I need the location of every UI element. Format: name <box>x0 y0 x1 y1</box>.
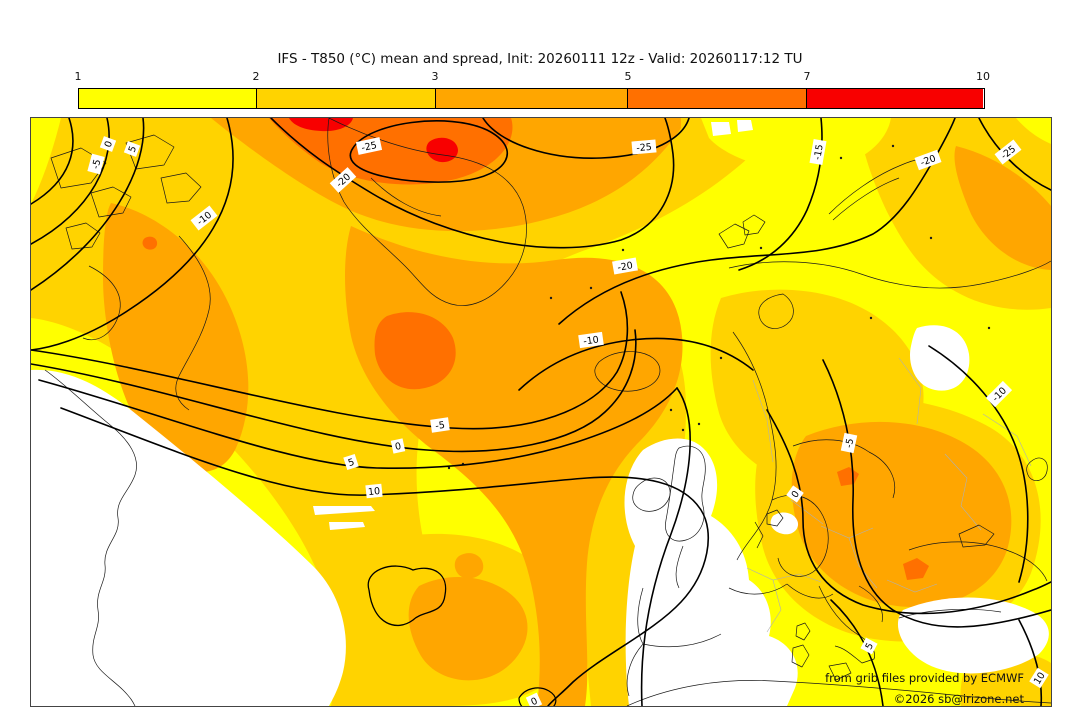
contour-label: 5 <box>860 637 878 655</box>
mean-contours <box>31 118 1051 706</box>
svg-text:-15: -15 <box>812 144 826 161</box>
contour-label: 10 <box>365 483 383 499</box>
contour-label: -5 <box>840 432 858 454</box>
country-borders <box>746 357 1032 633</box>
svg-text:0: 0 <box>790 489 802 500</box>
colorbar-tick: 5 <box>624 70 632 83</box>
contour-label: 5 <box>123 141 141 157</box>
colorbar-tick: 7 <box>803 70 811 83</box>
forecast-map: -5 0 5 -10 -25 -20 -25 -15 -20 -25 -20 -… <box>30 117 1052 707</box>
colorbar-segment <box>257 89 436 108</box>
svg-text:10: 10 <box>368 486 381 498</box>
attribution-line-1: from grib files provided by ECMWF <box>825 671 1024 685</box>
contour-label: -20 <box>914 149 942 171</box>
forecast-map-canvas: -5 0 5 -10 -25 -20 -25 -15 -20 -25 -20 -… <box>31 118 1051 706</box>
colorbar-segment <box>628 89 807 108</box>
svg-text:-20: -20 <box>617 260 634 274</box>
colorbar <box>78 88 985 109</box>
contour-label: 0 <box>99 136 117 152</box>
colorbar-tick: 3 <box>431 70 439 83</box>
svg-text:10: 10 <box>1032 670 1048 686</box>
contour-label: 0 <box>390 438 406 454</box>
svg-text:-25: -25 <box>360 140 377 154</box>
colorbar-tick-labels: 1 2 3 5 7 10 <box>74 70 991 85</box>
colorbar-segment <box>807 89 983 108</box>
colorbar-segment <box>436 89 628 108</box>
contour-label: -25 <box>631 139 657 155</box>
svg-text:0: 0 <box>529 696 539 706</box>
svg-text:5: 5 <box>127 145 139 154</box>
contour-label: -5 <box>430 417 450 433</box>
contour-label: 0 <box>525 692 543 706</box>
svg-text:5: 5 <box>347 457 356 469</box>
svg-text:-10: -10 <box>583 334 600 347</box>
contour-label: 0 <box>786 485 804 503</box>
colorbar-segment <box>79 89 257 108</box>
contour-label: 10 <box>1029 667 1049 689</box>
svg-text:-20: -20 <box>919 153 937 169</box>
svg-text:0: 0 <box>103 140 115 149</box>
contour-label: -20 <box>612 257 638 275</box>
attribution-line-2: ©2026 sb@irizone.net <box>894 692 1025 706</box>
svg-text:-5: -5 <box>90 158 103 170</box>
colorbar-tick: 1 <box>74 70 82 83</box>
colorbar-tick: 10 <box>976 70 990 83</box>
coastlines <box>44 118 1051 706</box>
svg-text:-25: -25 <box>636 142 652 154</box>
contour-label: 5 <box>343 453 359 471</box>
colorbar-tick: 2 <box>252 70 260 83</box>
page-title: IFS - T850 (°C) mean and spread, Init: 2… <box>277 51 803 67</box>
svg-text:0: 0 <box>394 441 402 453</box>
svg-text:-5: -5 <box>844 437 857 449</box>
svg-text:5: 5 <box>864 641 877 652</box>
svg-text:-5: -5 <box>435 420 446 432</box>
contour-label: -25 <box>355 137 383 155</box>
contour-label: -15 <box>809 139 827 165</box>
small-islands <box>447 144 991 470</box>
contour-label: -10 <box>578 331 604 349</box>
contour-label: -5 <box>87 153 105 175</box>
